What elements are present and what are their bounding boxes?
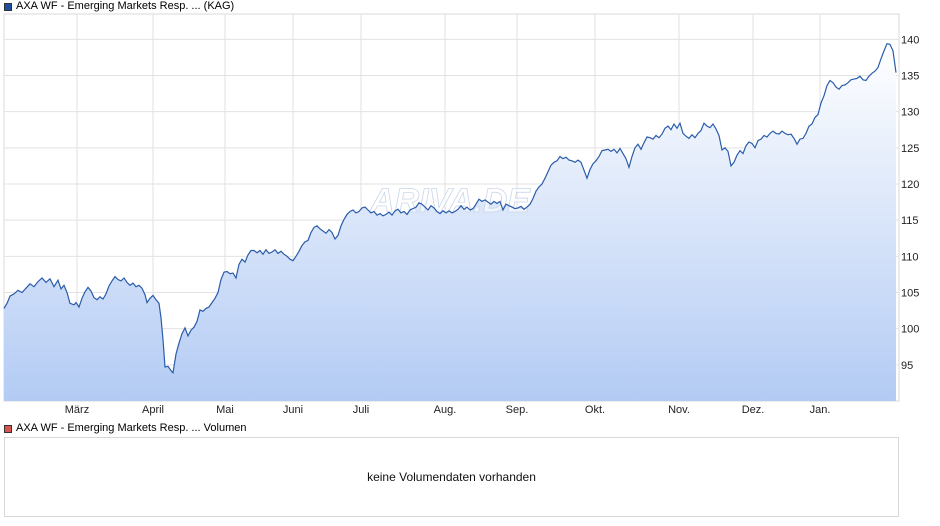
legend-volume-label: AXA WF - Emerging Markets Resp. ... Volu…	[16, 422, 247, 434]
price-area	[4, 43, 896, 401]
price-chart: ARIVA.DE 95 100 105 110 115 120 125 130 135 140 M…	[3, 13, 919, 416]
legend-price-swatch	[4, 2, 12, 11]
legend-price-label: AXA WF - Emerging Markets Resp. ... (KAG…	[16, 0, 235, 12]
y-tick-label: 115	[901, 215, 919, 227]
y-tick-label: 130	[901, 107, 919, 119]
legend-volume-swatch	[4, 424, 12, 433]
x-tick-label: März	[65, 404, 89, 416]
y-tick-label: 120	[901, 179, 919, 191]
y-tick-label: 105	[901, 287, 919, 299]
volume-panel: keine Volumendaten vorhanden	[4, 437, 899, 517]
x-tick-label: Juni	[283, 404, 303, 416]
y-tick-label: 140	[901, 34, 919, 46]
legend-volume: AXA WF - Emerging Markets Resp. ... Volu…	[4, 422, 246, 435]
x-tick-label: Nov.	[668, 404, 690, 416]
y-tick-label: 95	[901, 360, 913, 372]
volume-empty-message: keine Volumendaten vorhanden	[367, 470, 536, 484]
price-line	[3, 43, 897, 375]
y-axis: 95 100 105 110 115 120 125 130 135 140	[901, 34, 919, 372]
watermark: ARIVA.DE	[369, 182, 531, 220]
y-tick-label: 125	[901, 143, 919, 155]
y-tick-label: 110	[901, 251, 919, 263]
y-tick-label: 100	[901, 324, 919, 336]
x-tick-label: Dez.	[742, 404, 765, 416]
x-axis: März April Mai Juni Juli Aug. Sep. Okt. Nov. Dez.…	[65, 404, 831, 416]
x-tick-label: Juli	[353, 404, 370, 416]
legend-price: AXA WF - Emerging Markets Resp. ... (KAG…	[4, 0, 234, 13]
x-tick-label: Okt.	[585, 404, 605, 416]
x-tick-label: Sep.	[506, 404, 529, 416]
x-tick-label: Aug.	[434, 404, 457, 416]
x-tick-label: Jan.	[810, 404, 831, 416]
y-tick-label: 135	[901, 70, 919, 82]
x-tick-label: Mai	[216, 404, 234, 416]
x-tick-label: April	[142, 404, 164, 416]
